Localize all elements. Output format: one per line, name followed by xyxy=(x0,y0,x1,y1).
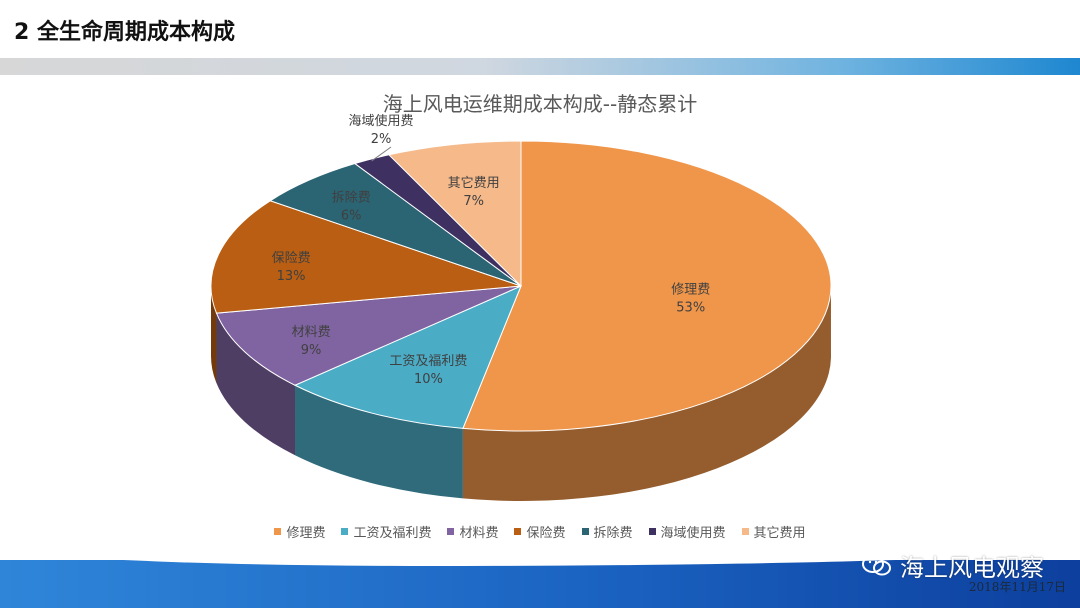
legend-label-5: 海域使用费 xyxy=(660,526,726,541)
wechat-icon xyxy=(862,554,892,578)
chart-legend: 修理费 工资及福利费 材料费 保险费 拆除费 海域使用费 其它费用 xyxy=(0,522,1080,541)
legend-label-2: 材料费 xyxy=(459,526,499,541)
pie-label-name-6: 其它费用 xyxy=(448,175,500,191)
pie-label-name-0: 修理费 xyxy=(671,283,710,298)
pie-labels: 修理费 53% 工资及福利费 10% 材料费 9% 保险费 13% 拆除费 6% 海域使用费 2% 其它… xyxy=(272,113,711,387)
pie-label-name-4: 拆除费 xyxy=(332,190,371,205)
legend-swatch-0 xyxy=(274,528,282,535)
legend-item-2: 材料费 xyxy=(447,522,498,541)
pie-label-value-2: 9% xyxy=(301,343,322,358)
pie-label-value-4: 6% xyxy=(341,208,362,223)
legend-item-3: 保险费 xyxy=(514,522,566,541)
legend-swatch-2 xyxy=(447,528,455,535)
header-band xyxy=(0,58,1080,75)
pie-side-0 xyxy=(462,287,831,501)
legend-label-4: 拆除费 xyxy=(593,526,633,541)
pie-label-value-6: 7% xyxy=(463,194,484,209)
legend-item-4: 拆除费 xyxy=(581,522,633,541)
legend-swatch-4 xyxy=(581,528,589,535)
footer-band xyxy=(0,560,1080,608)
watermark: 海上风电观察 xyxy=(862,548,1044,583)
pie-side-2 xyxy=(216,313,296,456)
legend-label-6: 其它费用 xyxy=(753,526,806,541)
pie-side-walls xyxy=(211,285,831,501)
pie-slice-6 xyxy=(388,140,522,288)
watermark-text: 海上风电观察 xyxy=(900,554,1044,582)
legend-swatch-3 xyxy=(514,528,522,535)
pie-slice-1 xyxy=(293,285,522,429)
slide-title: 2 全生命周期成本构成 xyxy=(14,20,235,45)
legend-swatch-5 xyxy=(648,528,656,535)
pie-label-name-1: 工资及福利费 xyxy=(389,354,467,369)
pie-label-value-3: 13% xyxy=(277,269,306,284)
pie-slice-2 xyxy=(215,285,522,386)
pie-label-name-5: 海域使用费 xyxy=(348,113,413,129)
pie-label-name-3: 保险费 xyxy=(272,251,311,266)
pie-leader-line-5 xyxy=(371,146,392,162)
pie-label-value-0: 53% xyxy=(676,301,705,316)
legend-swatch-6 xyxy=(741,528,749,535)
legend-item-5: 海域使用费 xyxy=(648,522,726,541)
pie-label-value-1: 10% xyxy=(414,372,443,387)
pie-side-1 xyxy=(295,385,463,499)
legend-label-1: 工资及福利费 xyxy=(353,526,432,541)
footer-curve xyxy=(0,546,1080,566)
legend-item-0: 修理费 xyxy=(274,522,325,541)
legend-label-3: 保险费 xyxy=(526,526,566,541)
pie-label-value-5: 2% xyxy=(371,132,392,147)
legend-item-1: 工资及福利费 xyxy=(341,522,431,541)
legend-swatch-1 xyxy=(341,528,349,535)
date-stamp: 2018年11月17日 xyxy=(968,580,1066,594)
pie-slice-0 xyxy=(462,140,832,432)
legend-item-6: 其它费用 xyxy=(741,522,806,541)
legend-label-0: 修理费 xyxy=(286,526,326,541)
pie-slice-3 xyxy=(210,200,522,314)
pie-label-name-2: 材料费 xyxy=(292,325,331,340)
chart-title: 海上风电运维期成本构成--静态累计 xyxy=(382,92,698,116)
pie-top-faces xyxy=(210,140,832,432)
